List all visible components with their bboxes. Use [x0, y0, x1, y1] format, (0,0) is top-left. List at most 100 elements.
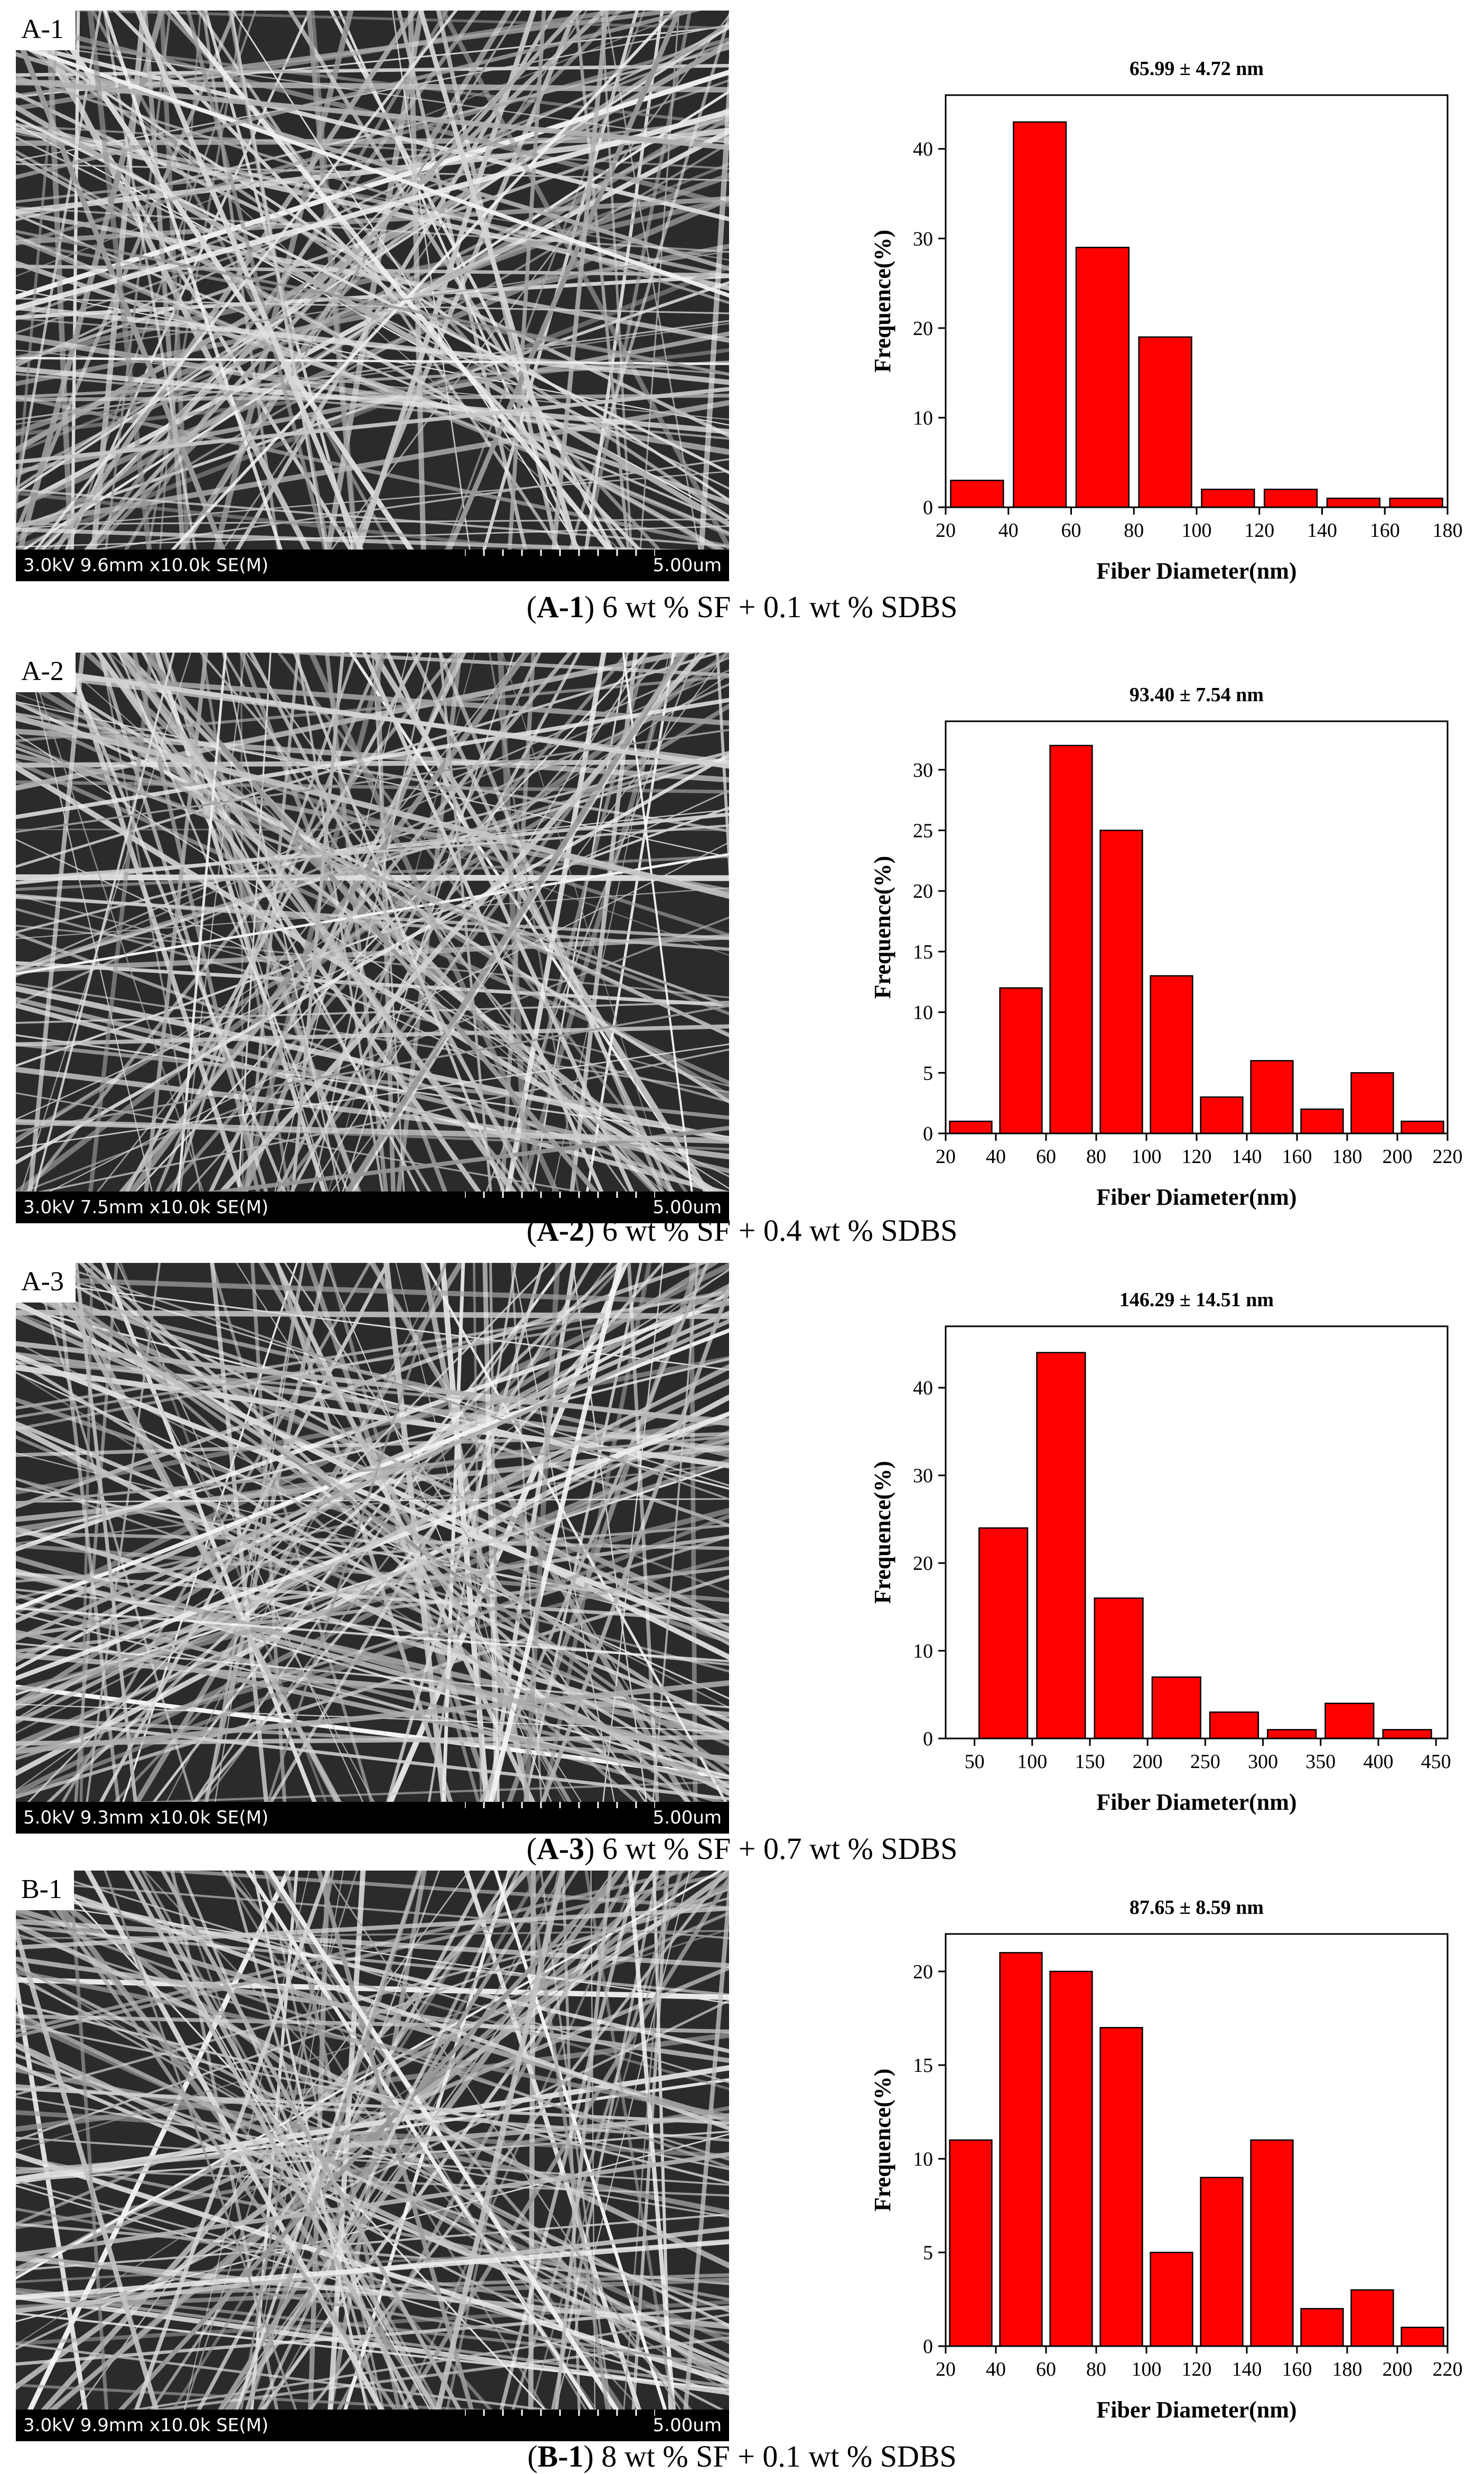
- sem-info-bar: 5.0kV 9.3mm x10.0k SE(M) 5.00um: [16, 1802, 729, 1834]
- x-tick-label: 450: [1421, 1751, 1451, 1773]
- y-tick-label: 10: [913, 1002, 933, 1024]
- figure-caption: (B-1) 8 wt % SF + 0.1 wt % SDBS: [527, 2439, 957, 2473]
- y-axis-label: Frequence(%): [870, 1461, 895, 1604]
- sem-panel-label: B-1: [16, 1871, 74, 1910]
- x-tick-label: 100: [1017, 1751, 1047, 1773]
- x-tick-label: 20: [936, 519, 956, 542]
- x-tick-label: 200: [1383, 2358, 1413, 2380]
- sem-info-bar: 3.0kV 7.5mm x10.0k SE(M) 5.00um: [16, 1192, 729, 1223]
- x-tick-label: 20: [936, 2358, 956, 2380]
- x-tick-label: 100: [1132, 2358, 1162, 2380]
- sem-image: A-3 5.0kV 9.3mm x10.0k SE(M) 5.00um: [16, 1263, 729, 1834]
- histogram-bar: [949, 2139, 993, 2347]
- histogram-bar: [1200, 2177, 1244, 2347]
- y-tick-label: 10: [913, 2148, 933, 2170]
- chart-title: 65.99 ± 4.72 nm: [1130, 58, 1264, 80]
- x-tick-label: 180: [1433, 519, 1463, 542]
- x-tick-label: 300: [1248, 1751, 1278, 1773]
- x-tick-label: 160: [1282, 1146, 1312, 1168]
- y-tick-label: 0: [923, 1123, 933, 1145]
- caption-id: B-1: [537, 2439, 584, 2473]
- histogram-bar: [1250, 2139, 1294, 2347]
- histogram-chart: 0 10 20 30 40 50 100 150 200 250 300 350 400 450 146.2…: [870, 1289, 1451, 1815]
- sem-fiber-texture: [16, 653, 729, 1202]
- histogram-bar: [1049, 745, 1093, 1134]
- y-tick-label: 40: [913, 1377, 933, 1399]
- x-tick-label: 50: [965, 1751, 985, 1773]
- histogram-bar: [1049, 1970, 1093, 2347]
- figure-caption: (A-2) 6 wt % SF + 0.4 wt % SDBS: [526, 1213, 958, 1248]
- sem-scale-text: 5.00um: [652, 2415, 722, 2436]
- y-tick-label: 20: [913, 880, 933, 903]
- sem-scale-text: 5.00um: [652, 555, 722, 576]
- x-axis-label: Fiber Diameter(nm): [1096, 2397, 1296, 2423]
- x-tick-label: 350: [1305, 1751, 1336, 1773]
- scale-bar-ticks: [465, 1192, 655, 1198]
- histogram-bar: [1075, 247, 1130, 508]
- x-axis-label: Fiber Diameter(nm): [1096, 1184, 1296, 1210]
- x-tick-label: 400: [1363, 1751, 1393, 1773]
- histogram-chart: 0 5 10 15 20 25 30 20 40 60 80 100 120 140 160 180 200 22…: [870, 684, 1463, 1210]
- y-tick-label: 20: [913, 318, 933, 340]
- y-tick-label: 25: [913, 820, 933, 842]
- caption-id: A-1: [536, 590, 585, 624]
- y-tick-label: 0: [923, 497, 933, 519]
- x-tick-label: 100: [1132, 1146, 1162, 1168]
- x-tick-label: 120: [1182, 1146, 1212, 1168]
- histogram-bar: [1264, 488, 1318, 508]
- x-tick-label: 160: [1370, 519, 1400, 542]
- sem-info-bar: 3.0kV 9.6mm x10.0k SE(M) 5.00um: [16, 550, 729, 581]
- caption-text: 8 wt % SF + 0.1 wt % SDBS: [601, 2439, 957, 2473]
- chart-title: 87.65 ± 8.59 nm: [1130, 1896, 1264, 1919]
- y-tick-label: 0: [923, 1728, 933, 1750]
- sem-scale-text: 5.00um: [652, 1197, 722, 1218]
- sem-fiber-texture: [16, 11, 729, 560]
- plot-frame: [945, 1325, 1449, 1740]
- sem-info-bar: 3.0kV 9.9mm x10.0k SE(M) 5.00um: [16, 2410, 729, 2441]
- sem-panel-label: A-1: [16, 11, 76, 50]
- x-tick-label: 80: [1086, 2358, 1106, 2380]
- caption-text: 6 wt % SF + 0.1 wt % SDBS: [602, 590, 958, 624]
- histogram-bar: [1350, 2289, 1394, 2347]
- histogram-bar: [999, 987, 1043, 1134]
- histogram-bar: [1300, 2308, 1344, 2347]
- caption-text: 6 wt % SF + 0.7 wt % SDBS: [602, 1831, 958, 1866]
- histogram-bar: [950, 479, 1004, 508]
- caption-text: 6 wt % SF + 0.4 wt % SDBS: [602, 1213, 958, 1248]
- x-tick-label: 60: [1036, 1146, 1056, 1168]
- x-tick-label: 140: [1232, 2358, 1262, 2380]
- histogram-bar: [999, 1952, 1043, 2347]
- histogram-bar: [1401, 2327, 1444, 2347]
- x-tick-label: 180: [1332, 1146, 1362, 1168]
- y-axis-label: Frequence(%): [870, 856, 895, 999]
- x-tick-label: 40: [998, 519, 1019, 542]
- y-tick-label: 10: [913, 1640, 933, 1662]
- x-tick-label: 80: [1086, 1146, 1106, 1168]
- histogram-chart: 0 5 10 15 20 20 40 60 80 100 120 140 160 180 200 220 87.…: [870, 1896, 1463, 2423]
- histogram-bar: [1300, 1108, 1344, 1134]
- y-tick-label: 40: [913, 138, 933, 161]
- sem-scale-text: 5.00um: [652, 1807, 722, 1828]
- x-tick-label: 80: [1124, 519, 1144, 542]
- histogram-chart: 0 10 20 30 40 20 40 60 80 100 120 140 160 180 65.99 ± …: [870, 58, 1463, 584]
- histogram-bar: [1324, 1703, 1375, 1740]
- sem-image: A-2 3.0kV 7.5mm x10.0k SE(M) 5.00um: [16, 653, 729, 1223]
- y-tick-label: 20: [913, 1961, 933, 1983]
- figure-caption: (A-1) 6 wt % SF + 0.1 wt % SDBS: [526, 590, 958, 624]
- y-tick-label: 15: [913, 2054, 933, 2077]
- y-tick-label: 20: [913, 1552, 933, 1575]
- x-tick-label: 120: [1182, 2358, 1212, 2380]
- histogram-bar: [1382, 1729, 1432, 1740]
- y-tick-label: 15: [913, 941, 933, 963]
- x-tick-label: 220: [1433, 1146, 1463, 1168]
- y-tick-label: 5: [923, 2242, 933, 2264]
- y-tick-label: 30: [913, 1465, 933, 1487]
- y-tick-label: 10: [913, 407, 933, 429]
- x-tick-label: 160: [1282, 2358, 1312, 2380]
- x-tick-label: 20: [936, 1146, 956, 1168]
- chart-title: 93.40 ± 7.54 nm: [1130, 684, 1264, 706]
- x-tick-label: 120: [1244, 519, 1274, 542]
- histogram-bar: [1099, 830, 1143, 1134]
- x-tick-label: 40: [986, 2358, 1006, 2380]
- histogram-bar: [1036, 1352, 1086, 1740]
